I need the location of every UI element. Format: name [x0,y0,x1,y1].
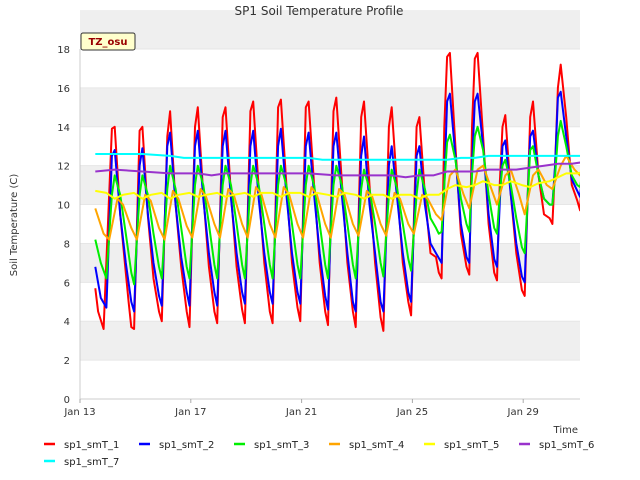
y-tick-label: 2 [64,356,70,367]
grid-band [80,321,580,361]
legend-label: sp1_smT_1 [64,440,119,451]
grid-band [80,10,580,49]
legend-item-sp1_smT_6: sp1_smT_6 [519,440,594,451]
x-tick-label: Jan 21 [285,407,317,418]
site-badge: TZ_osu [80,32,136,51]
grid-band [80,87,580,127]
series-line-sp1_smT_5 [95,171,580,200]
legend-label: sp1_smT_4 [349,440,404,451]
legend-item-sp1_smT_7: sp1_smT_7 [44,457,119,468]
badge-box [80,32,136,51]
y-tick-label: 12 [57,162,70,173]
x-tick-label: Jan 13 [63,407,95,418]
y-tick-label: 14 [57,123,70,134]
y-axis-label: Soil Temperature (C) [9,174,20,277]
y-tick-label: 18 [57,45,70,56]
y-tick-label: 16 [57,84,70,95]
legend-item-sp1_smT_2: sp1_smT_2 [139,440,214,451]
y-ticks: 0 2 4 6 8 10 12 14 16 18 [57,45,70,406]
legend-label: sp1_smT_6 [539,440,594,451]
y-tick-label: 10 [57,201,70,212]
y-tick-label: 6 [64,278,70,289]
series-lines [94,51,580,332]
x-axis-label: Time [553,425,578,436]
legend-label: sp1_smT_5 [444,440,499,451]
series-line-sp1_smT_7 [95,153,580,161]
legend-label: sp1_smT_3 [254,440,309,451]
legend-item-sp1_smT_1: sp1_smT_1 [44,440,119,451]
legend-label: sp1_smT_7 [64,457,119,468]
x-ticks: Jan 13 Jan 17 Jan 21 Jan 25 Jan 29 [63,399,539,418]
legend-item-sp1_smT_3: sp1_smT_3 [234,440,309,451]
axes [79,49,580,400]
x-tick-label: Jan 17 [174,407,206,418]
series-line-sp1_smT_4 [94,154,580,241]
series-line-sp1_smT_6 [95,161,580,179]
legend-item-sp1_smT_5: sp1_smT_5 [424,440,499,451]
x-tick-label: Jan 29 [507,407,539,418]
y-tick-label: 0 [64,395,70,406]
y-tick-label: 4 [64,317,70,328]
chart-title: SP1 Soil Temperature Profile [235,4,404,18]
badge-label: TZ_osu [88,37,127,48]
y-tick-label: 8 [64,239,70,250]
legend-item-sp1_smT_4: sp1_smT_4 [329,440,404,451]
legend-label: sp1_smT_2 [159,440,214,451]
grid-bands [80,10,580,400]
x-tick-label: Jan 25 [396,407,428,418]
legend: sp1_smT_1 sp1_smT_2 sp1_smT_3 sp1_smT_4 sp1_… [44,440,594,468]
series-line-sp1_smT_3 [94,119,580,286]
